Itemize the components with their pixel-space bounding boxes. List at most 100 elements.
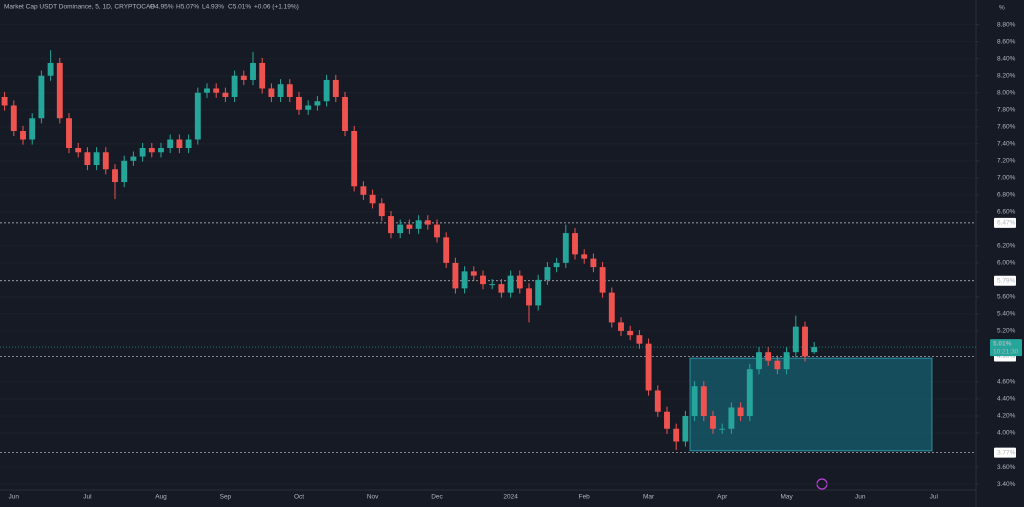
y-tick-label: 4.40% <box>997 396 1016 403</box>
x-tick-label: Dec <box>431 494 443 501</box>
candle-body <box>10 105 17 132</box>
y-tick-label: 7.40% <box>997 140 1016 147</box>
candle-body <box>351 131 358 187</box>
countdown-label: 10:21:30 <box>993 348 1019 355</box>
y-tick-label: 3.60% <box>997 464 1016 471</box>
candle-body <box>305 105 312 110</box>
y-tick-label: 3.40% <box>997 481 1016 488</box>
y-tick-label: 6.20% <box>997 243 1016 250</box>
x-tick-label: Aug <box>155 494 167 501</box>
y-tick-label: 4.20% <box>997 413 1016 420</box>
change-label: +0.06 (+1.19%) <box>254 4 299 11</box>
candle-body <box>700 386 707 416</box>
candle-body <box>728 407 735 429</box>
candle-body <box>682 415 689 442</box>
candle-body <box>342 96 348 132</box>
candle-body <box>710 415 716 429</box>
candle-body <box>139 148 146 157</box>
candle-body <box>480 275 486 285</box>
x-tick-label: Nov <box>367 494 379 501</box>
candle-body <box>737 407 744 416</box>
candle-body <box>544 267 551 280</box>
candle-body <box>654 390 661 412</box>
y-tick-label: 7.00% <box>997 175 1016 182</box>
candle-body <box>756 352 762 370</box>
x-tick-label: Feb <box>579 494 591 501</box>
y-tick-label: 7.60% <box>997 123 1016 130</box>
x-tick-label: Jun <box>9 494 20 501</box>
candle-body <box>102 152 109 170</box>
candle-body <box>673 428 680 442</box>
y-tick-label: 6.60% <box>997 209 1016 216</box>
candle-body <box>516 275 523 289</box>
candle-body <box>746 369 753 416</box>
candle-body <box>461 271 468 289</box>
candle-body <box>231 75 238 97</box>
candle-body <box>599 267 606 293</box>
y-tick-label: 7.20% <box>997 158 1016 165</box>
candle-body <box>29 118 36 140</box>
y-tick-label: 4.00% <box>997 430 1016 437</box>
candle-body <box>627 330 634 336</box>
candle-body <box>222 92 229 97</box>
candle-body <box>783 352 790 370</box>
candle-body <box>553 262 560 268</box>
candle-body <box>443 237 450 263</box>
candle-body <box>378 203 385 217</box>
candle-body <box>259 62 266 89</box>
candle-body <box>664 411 670 429</box>
candle-body <box>47 62 54 76</box>
level-label: 4.90% <box>997 353 1016 360</box>
zone-box <box>689 357 933 452</box>
candle-body <box>498 284 505 293</box>
candle-body <box>608 292 615 323</box>
y-tick-label: 7.80% <box>997 106 1016 113</box>
candle-body <box>38 75 45 119</box>
y-tick-label: 4.60% <box>997 379 1016 386</box>
candle-body <box>1 96 8 106</box>
x-tick-label: Jul <box>930 494 939 501</box>
candle-body <box>774 360 781 370</box>
candle-body <box>636 335 643 344</box>
y-tick-label: 8.40% <box>997 55 1016 62</box>
x-tick-label: Mar <box>643 494 655 501</box>
ohlc-label: C5.01% <box>228 4 251 11</box>
level-label: 3.77% <box>997 449 1016 456</box>
candle-body <box>590 258 597 268</box>
candle-body <box>286 84 293 97</box>
candle-body <box>452 262 459 289</box>
candle-body <box>277 84 284 97</box>
ohlc-label: O4.95% <box>150 4 174 11</box>
y-tick-label: 8.20% <box>997 72 1016 79</box>
level-label-bg <box>994 447 1016 458</box>
candle-body <box>369 194 376 204</box>
candle-body <box>802 326 808 357</box>
candle-body <box>415 220 422 229</box>
candle-body <box>719 428 726 430</box>
candle-body <box>424 220 431 225</box>
symbol: Market Cap USDT Dominance, 5, 1D, CRYPTO… <box>4 4 155 11</box>
y-tick-label: 5.40% <box>997 311 1016 318</box>
candle-body <box>406 224 413 229</box>
candle-body <box>470 271 477 276</box>
x-tick-label: May <box>780 494 793 501</box>
y-tick-label: 8.80% <box>997 21 1016 28</box>
candle-body <box>811 347 818 353</box>
candle-body <box>93 152 100 166</box>
x-tick-label: 2024 <box>503 494 518 501</box>
last-price-label: 5.01% <box>993 340 1012 347</box>
candle-body <box>130 156 137 161</box>
candle-body <box>194 92 201 140</box>
candle-body <box>434 224 440 238</box>
candle-body <box>765 352 772 361</box>
candle-body <box>314 101 321 106</box>
level-label: 6.47% <box>997 220 1016 227</box>
candle-body <box>56 62 63 119</box>
y-tick-label: 5.60% <box>997 294 1016 301</box>
candle-body <box>75 148 82 153</box>
ohlc-label: L4.93% <box>202 4 224 11</box>
candle-body <box>792 326 799 353</box>
ohlc-label: H5.07% <box>176 4 199 11</box>
